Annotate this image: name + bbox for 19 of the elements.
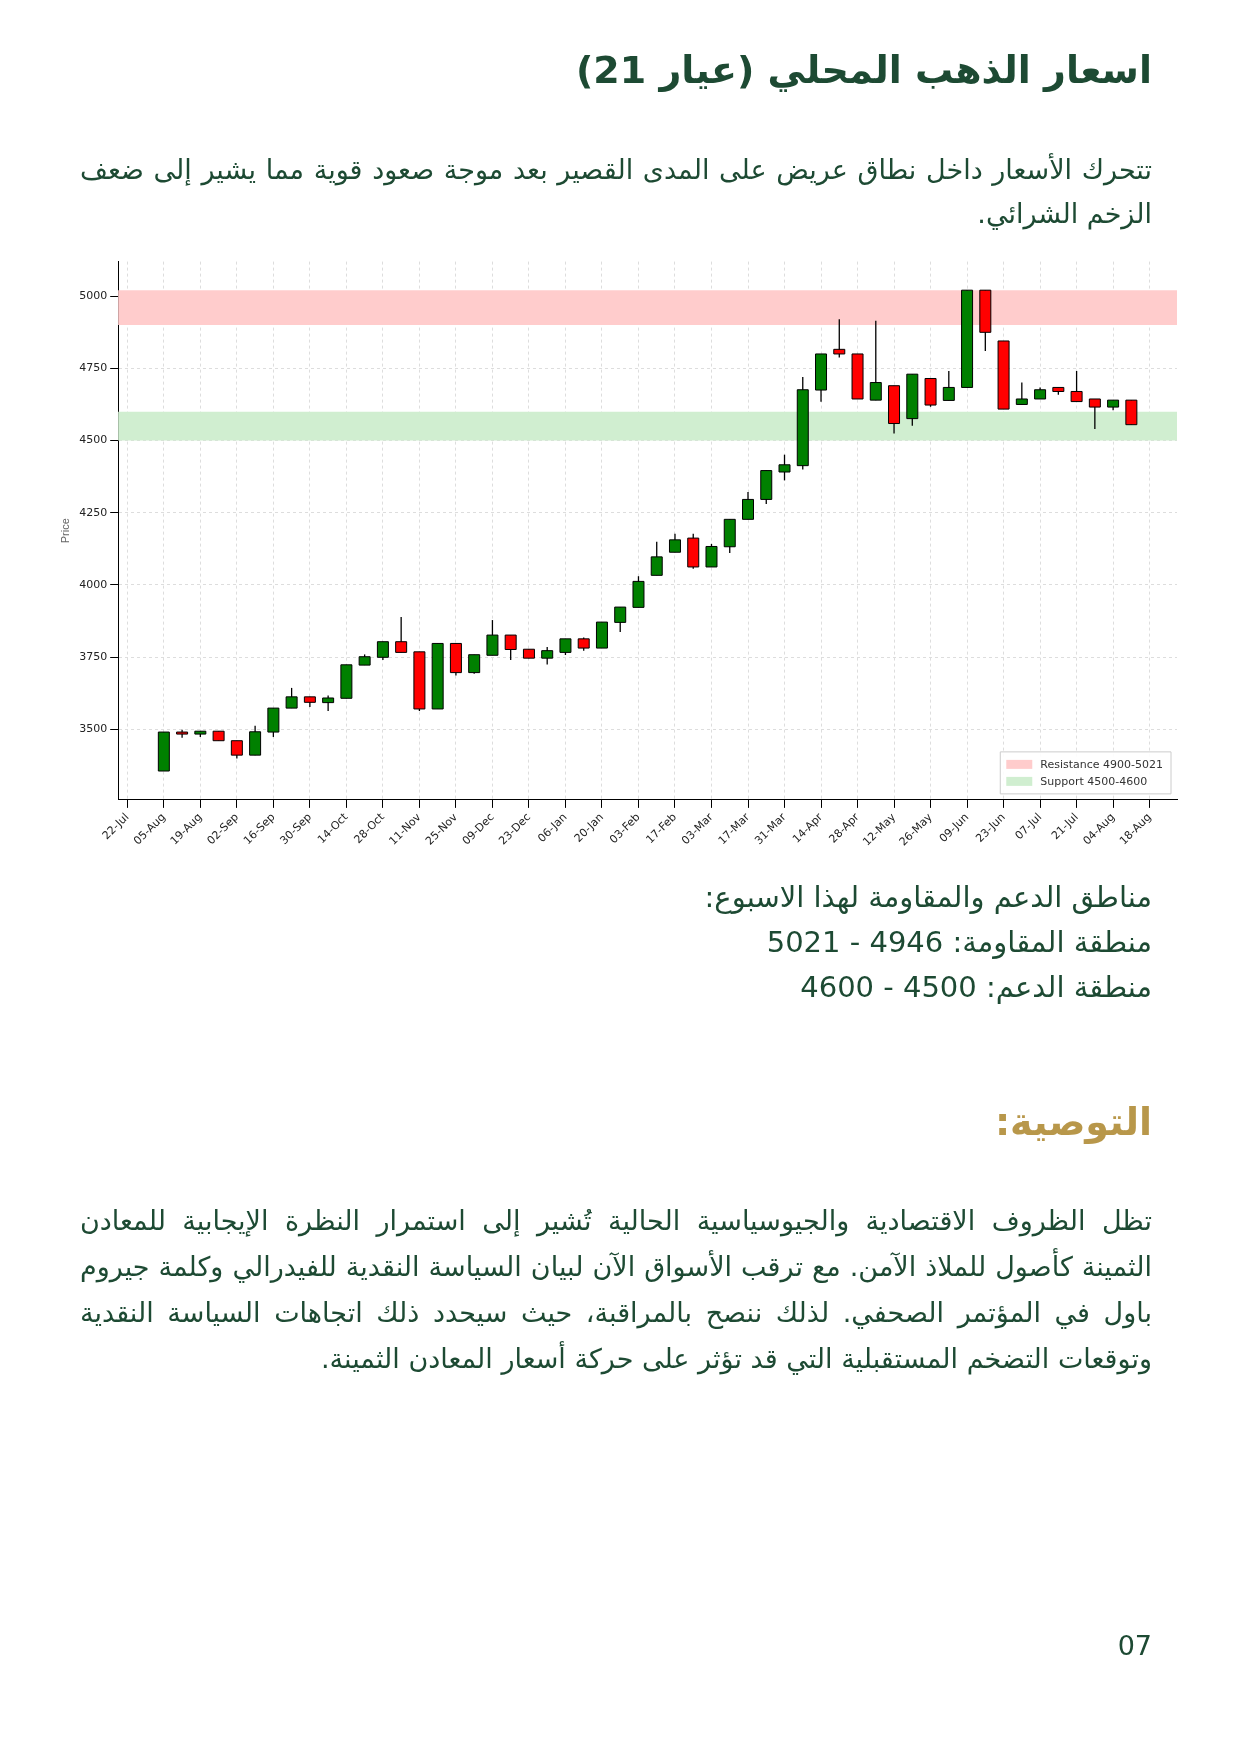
- legend-label: Support 4500-4600: [1040, 774, 1148, 788]
- y-tick-label: 3500: [79, 722, 108, 736]
- text: التوصية:: [994, 1100, 1152, 1144]
- chart-title: اسعار الذهب المحلي (عيار 21): [575, 48, 1152, 92]
- text: منطقة الدعم: 4500 - 4600: [800, 970, 1152, 1004]
- legend-label: Resistance 4900-5021: [1040, 757, 1163, 771]
- text: مناطق الدعم والمقاومة لهذا الاسبوع:: [704, 880, 1152, 914]
- y-tick-label: 4500: [79, 433, 108, 447]
- chart-subtitle: تتحرك الأسعار داخل نطاق عريض على المدى القصير بعد موجة صعود قوية مما يشير إلى ضعف الزخم الشرائي.: [80, 152, 1152, 232]
- y-tick-label: 3750: [79, 649, 108, 663]
- text: 07: [1117, 1630, 1152, 1661]
- y-axis-title: Price: [58, 518, 71, 544]
- y-tick-label: 4250: [79, 505, 108, 519]
- y-tick-label: 4000: [79, 577, 108, 591]
- y-tick-label: 4750: [79, 361, 108, 375]
- candlestick: [668, 533, 681, 553]
- text: تظل الظروف الاقتصادية والجيوسياسية الحالية تُشير إلى استمرار النظرة الإيجابية للمعادن الثمينة كأصول للملاذ الآمن. مع ترقب الأسواق الآن لبيان السياسة النقدية للفيدرالي وكلمة جيروم باول في المؤتمر الصحفي. لذلك ننصح بالمراقبة، حيث سيحدد ذلك اتجاهات السياسة النقدية وتوقعات التضخم المستقبلية التي قد تؤثر على حركة أسعار المعادن الثمينة.: [80, 1204, 1152, 1377]
- y-tick-label: 5000: [79, 289, 108, 303]
- text: منطقة المقاومة: 4946 - 5021: [766, 925, 1152, 959]
